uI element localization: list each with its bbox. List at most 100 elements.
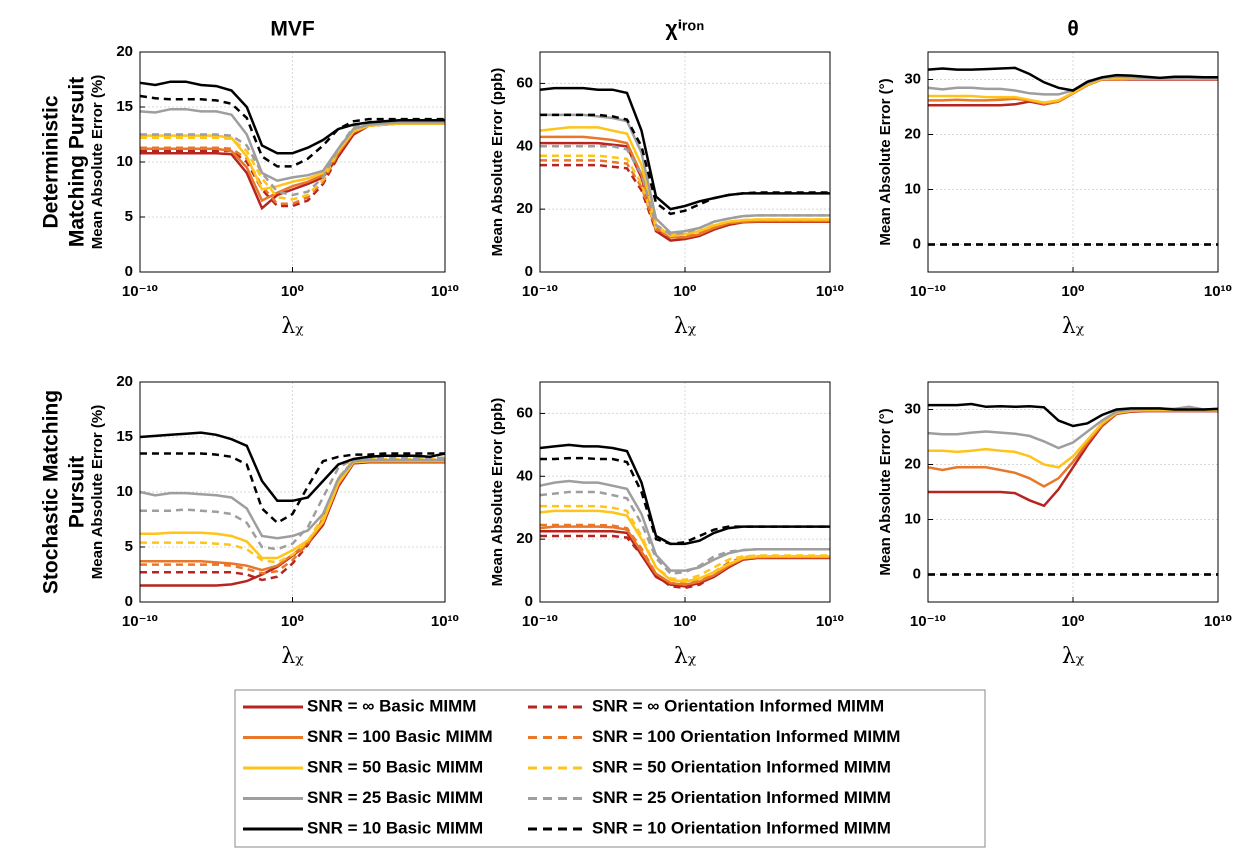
dashed-line xyxy=(140,121,445,201)
dashed-line xyxy=(540,534,830,590)
x-tick-label: 10⁰ xyxy=(281,283,304,300)
x-tick-label: 10¹⁰ xyxy=(431,613,459,630)
y-axis-label: Mean Absolute Error (%) xyxy=(89,75,106,249)
row-label: Pursuit xyxy=(66,456,89,528)
chart-title: MVF xyxy=(270,18,315,41)
x-axis-label: λᵪ xyxy=(1062,314,1085,339)
x-axis-label: λᵪ xyxy=(1062,644,1085,669)
dashed-line xyxy=(140,452,445,525)
dashed-line xyxy=(540,113,830,216)
x-tick-label: 10⁻¹⁰ xyxy=(122,613,158,630)
line xyxy=(139,80,445,155)
x-tick-label: 10⁰ xyxy=(1061,613,1084,630)
y-tick-label: 5 xyxy=(125,538,133,555)
legend-label: SNR = 25 Basic MIMM xyxy=(307,788,483,807)
y-axis-label: Mean Absolute Error (°) xyxy=(877,408,894,575)
legend-label: SNR = 25 Orientation Informed MIMM xyxy=(592,788,891,807)
y-axis-label: Mean Absolute Error (°) xyxy=(877,78,894,245)
axes-frame xyxy=(139,51,446,273)
line xyxy=(928,402,1219,428)
y-tick-label: 30 xyxy=(904,400,921,417)
y-axis-label: Mean Absolute Error (ppb) xyxy=(489,68,506,257)
dashed-line xyxy=(140,458,445,582)
y-tick-label: 10 xyxy=(904,180,921,197)
legend-label: SNR = ∞ Basic MIMM xyxy=(307,696,476,715)
x-tick-label: 10⁻¹⁰ xyxy=(522,283,558,300)
x-tick-label: 10⁻¹⁰ xyxy=(910,613,946,630)
x-tick-label: 10⁰ xyxy=(281,613,304,630)
legend-label: SNR = 10 Basic MIMM xyxy=(307,818,483,837)
line xyxy=(540,135,830,239)
line xyxy=(927,66,1218,92)
y-tick-label: 10 xyxy=(904,510,921,527)
row-label: Matching Pursuit xyxy=(66,77,89,247)
y-tick-label: 0 xyxy=(525,263,533,280)
y-tick-label: 0 xyxy=(125,593,133,610)
y-axis-label: Mean Absolute Error (%) xyxy=(89,405,106,579)
x-tick-label: 10⁰ xyxy=(1061,283,1084,300)
y-tick-label: 20 xyxy=(116,43,133,60)
dashed-line xyxy=(540,159,830,238)
y-tick-label: 10 xyxy=(116,153,133,170)
line xyxy=(139,458,445,540)
x-tick-label: 10¹⁰ xyxy=(1204,283,1232,300)
dashed-line xyxy=(540,163,830,239)
x-tick-label: 10⁻¹⁰ xyxy=(910,283,946,300)
axes-frame xyxy=(927,381,1219,603)
line xyxy=(539,443,830,546)
line xyxy=(539,86,830,211)
chart-title: θ xyxy=(1067,18,1078,41)
legend-label: SNR = ∞ Orientation Informed MIMM xyxy=(592,696,884,715)
legend-label: SNR = 100 Basic MIMM xyxy=(307,727,493,746)
y-axis-label: Mean Absolute Error (ppb) xyxy=(489,398,506,587)
legend-label: SNR = 50 Basic MIMM xyxy=(307,757,483,776)
legend-label: SNR = 10 Orientation Informed MIMM xyxy=(592,818,891,837)
y-tick-label: 20 xyxy=(516,530,533,547)
x-tick-label: 10⁰ xyxy=(673,283,696,300)
legend-box xyxy=(234,689,986,848)
axes-frame xyxy=(927,51,1219,273)
legend-label: SNR = 50 Orientation Informed MIMM xyxy=(592,757,891,776)
axes-frame xyxy=(539,381,831,603)
x-tick-label: 10¹⁰ xyxy=(431,283,459,300)
x-axis-label: λᵪ xyxy=(281,644,304,669)
y-tick-label: 0 xyxy=(913,565,921,582)
dashed-line xyxy=(139,94,445,168)
dashed-line xyxy=(540,456,830,546)
row-label: Deterministic xyxy=(40,95,63,228)
y-tick-label: 20 xyxy=(904,125,921,142)
axes-frame xyxy=(539,51,831,273)
y-tick-label: 20 xyxy=(516,200,533,217)
dashed-line xyxy=(140,121,445,206)
y-tick-label: 0 xyxy=(125,263,133,280)
y-tick-label: 20 xyxy=(904,455,921,472)
x-tick-label: 10⁰ xyxy=(673,613,696,630)
x-axis-label: λᵪ xyxy=(281,314,304,339)
x-axis-label: λᵪ xyxy=(674,644,697,669)
row-label: Stochastic Matching xyxy=(40,390,63,594)
x-tick-label: 10⁻¹⁰ xyxy=(522,613,558,630)
line xyxy=(139,431,446,503)
y-tick-label: 40 xyxy=(516,467,533,484)
y-tick-label: 5 xyxy=(125,208,133,225)
x-tick-label: 10¹⁰ xyxy=(816,283,844,300)
y-tick-label: 10 xyxy=(116,483,133,500)
y-tick-label: 60 xyxy=(516,404,533,421)
x-tick-label: 10¹⁰ xyxy=(1204,613,1232,630)
dashed-line xyxy=(140,456,445,551)
y-tick-label: 40 xyxy=(516,137,533,154)
y-tick-label: 15 xyxy=(116,98,133,115)
axes-frame xyxy=(139,381,446,603)
dashed-line xyxy=(540,154,830,236)
x-tick-label: 10⁻¹⁰ xyxy=(122,283,158,300)
dashed-line xyxy=(540,145,830,236)
y-tick-label: 0 xyxy=(525,593,533,610)
x-tick-label: 10¹⁰ xyxy=(816,613,844,630)
legend-label: SNR = 100 Orientation Informed MIMM xyxy=(592,727,900,746)
y-tick-label: 15 xyxy=(116,428,133,445)
y-tick-label: 60 xyxy=(516,74,533,91)
y-tick-label: 30 xyxy=(904,70,921,87)
dashed-line xyxy=(539,490,830,576)
line xyxy=(539,509,830,583)
